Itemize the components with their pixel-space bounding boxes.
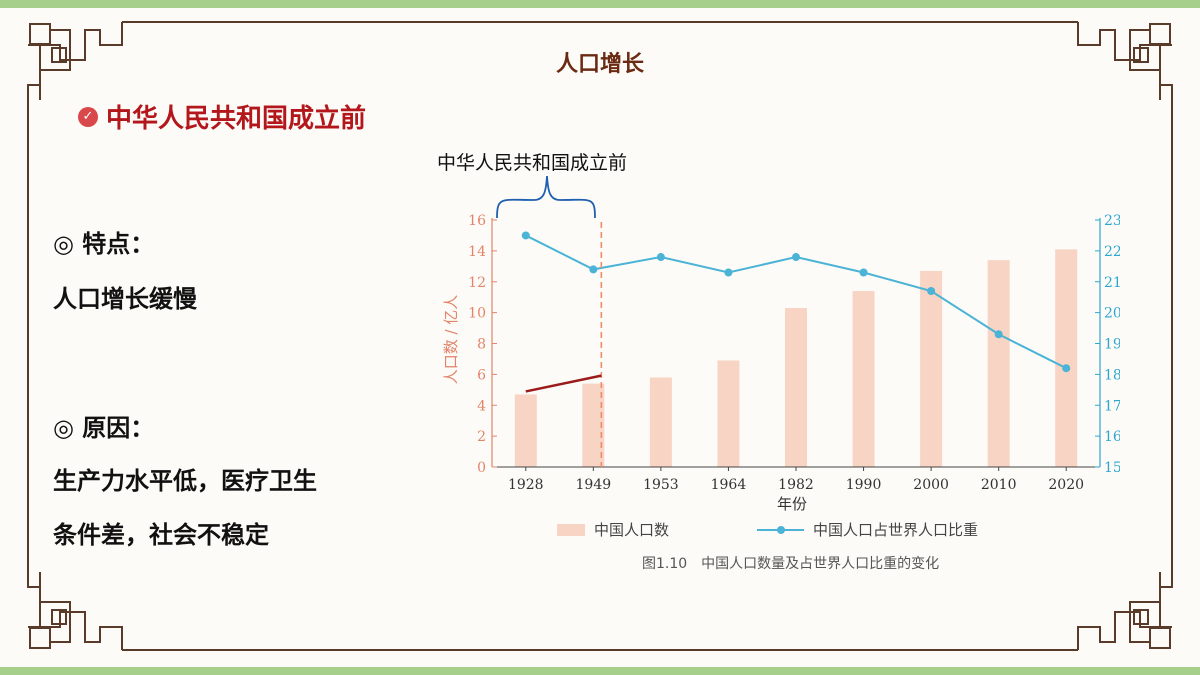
right-tick-label: 17% — [1104, 398, 1120, 414]
left-tick-label: 4 — [477, 398, 486, 414]
feature-label: ◎ 特点： — [53, 230, 155, 258]
bottom-band — [0, 667, 1200, 675]
share-point-2000 — [927, 287, 936, 296]
share-point-2020 — [1062, 364, 1071, 373]
right-tick-label: 23% — [1104, 213, 1120, 229]
right-tick-label: 22% — [1104, 244, 1120, 260]
x-tick-label: 2000 — [913, 477, 949, 493]
bar-1990 — [852, 291, 875, 467]
bar-2020 — [1055, 249, 1078, 467]
right-tick-label: 19% — [1104, 337, 1120, 353]
reason-line-2: 条件差，社会不稳定 — [53, 521, 269, 549]
legend-line-label: 中国人口占世界人口比重 — [813, 521, 978, 539]
x-axis-label: 年份 — [777, 495, 807, 513]
reason-line-1: 生产力水平低，医疗卫生 — [53, 467, 317, 495]
right-tick-label: 15% — [1104, 460, 1120, 476]
legend-bar-label: 中国人口数 — [594, 521, 669, 539]
share-point-1990 — [859, 268, 868, 277]
legend-bar-swatch — [557, 524, 585, 536]
x-tick-label: 2020 — [1048, 477, 1084, 493]
bar-1949 — [582, 383, 605, 467]
left-tick-label: 2 — [477, 429, 486, 445]
check-circle-icon: ✓ — [78, 106, 98, 127]
left-tick-label: 8 — [477, 337, 486, 353]
bar-2000 — [920, 270, 943, 467]
x-tick-label: 1964 — [711, 477, 747, 493]
x-tick-label: 1949 — [576, 477, 612, 493]
share-point-2010 — [994, 330, 1003, 339]
share-point-1953 — [656, 253, 665, 262]
left-tick-label: 6 — [477, 367, 486, 383]
slide-title: 人口增长 — [555, 52, 644, 77]
left-tick-label: 0 — [477, 460, 486, 476]
left-tick-label: 16 — [468, 213, 486, 229]
share-point-1949 — [589, 265, 598, 274]
x-tick-label: 1928 — [508, 477, 544, 493]
bar-1928 — [514, 394, 537, 467]
section-heading-text: 中华人民共和国成立前 — [106, 104, 367, 134]
annotation-brace — [496, 175, 596, 219]
trend-segment — [525, 374, 602, 393]
right-tick-label: 21% — [1104, 275, 1120, 291]
top-band — [0, 0, 1200, 8]
x-tick-label: 1953 — [643, 477, 679, 493]
share-point-1964 — [724, 268, 733, 277]
left-tick-label: 14 — [468, 244, 486, 260]
annotation-label: 中华人民共和国成立前 — [437, 152, 628, 174]
x-tick-label: 2010 — [981, 477, 1017, 493]
bar-2010 — [987, 260, 1010, 467]
bar-1982 — [785, 307, 807, 467]
bar-1964 — [717, 360, 740, 467]
left-tick-label: 12 — [468, 275, 486, 291]
left-axis-label: 人口数 / 亿人 — [442, 295, 460, 385]
population-chart: 0 2 4 6 8 10 12 14 16 15% 16% 17% 18% 19% 20% 21% 22% 23%… — [442, 175, 1120, 572]
section-heading: ✓ 中华人民共和国成立前 — [78, 98, 366, 135]
reason-label: ◎ 原因： — [53, 414, 155, 442]
feature-text: 人口增长缓慢 — [53, 285, 197, 313]
chart-caption: 图1.10 中国人口数量及占世界人口比重的变化 — [642, 556, 939, 572]
left-tick-label: 10 — [468, 306, 486, 322]
right-tick-label: 16% — [1104, 429, 1120, 445]
right-tick-label: 18% — [1104, 367, 1120, 383]
share-point-1982 — [792, 253, 800, 262]
bar-1953 — [649, 377, 672, 467]
x-tick-label: 1990 — [846, 477, 882, 493]
right-tick-label: 20% — [1104, 306, 1120, 322]
share-point-1928 — [521, 231, 530, 240]
x-tick-label: 1982 — [778, 477, 814, 493]
